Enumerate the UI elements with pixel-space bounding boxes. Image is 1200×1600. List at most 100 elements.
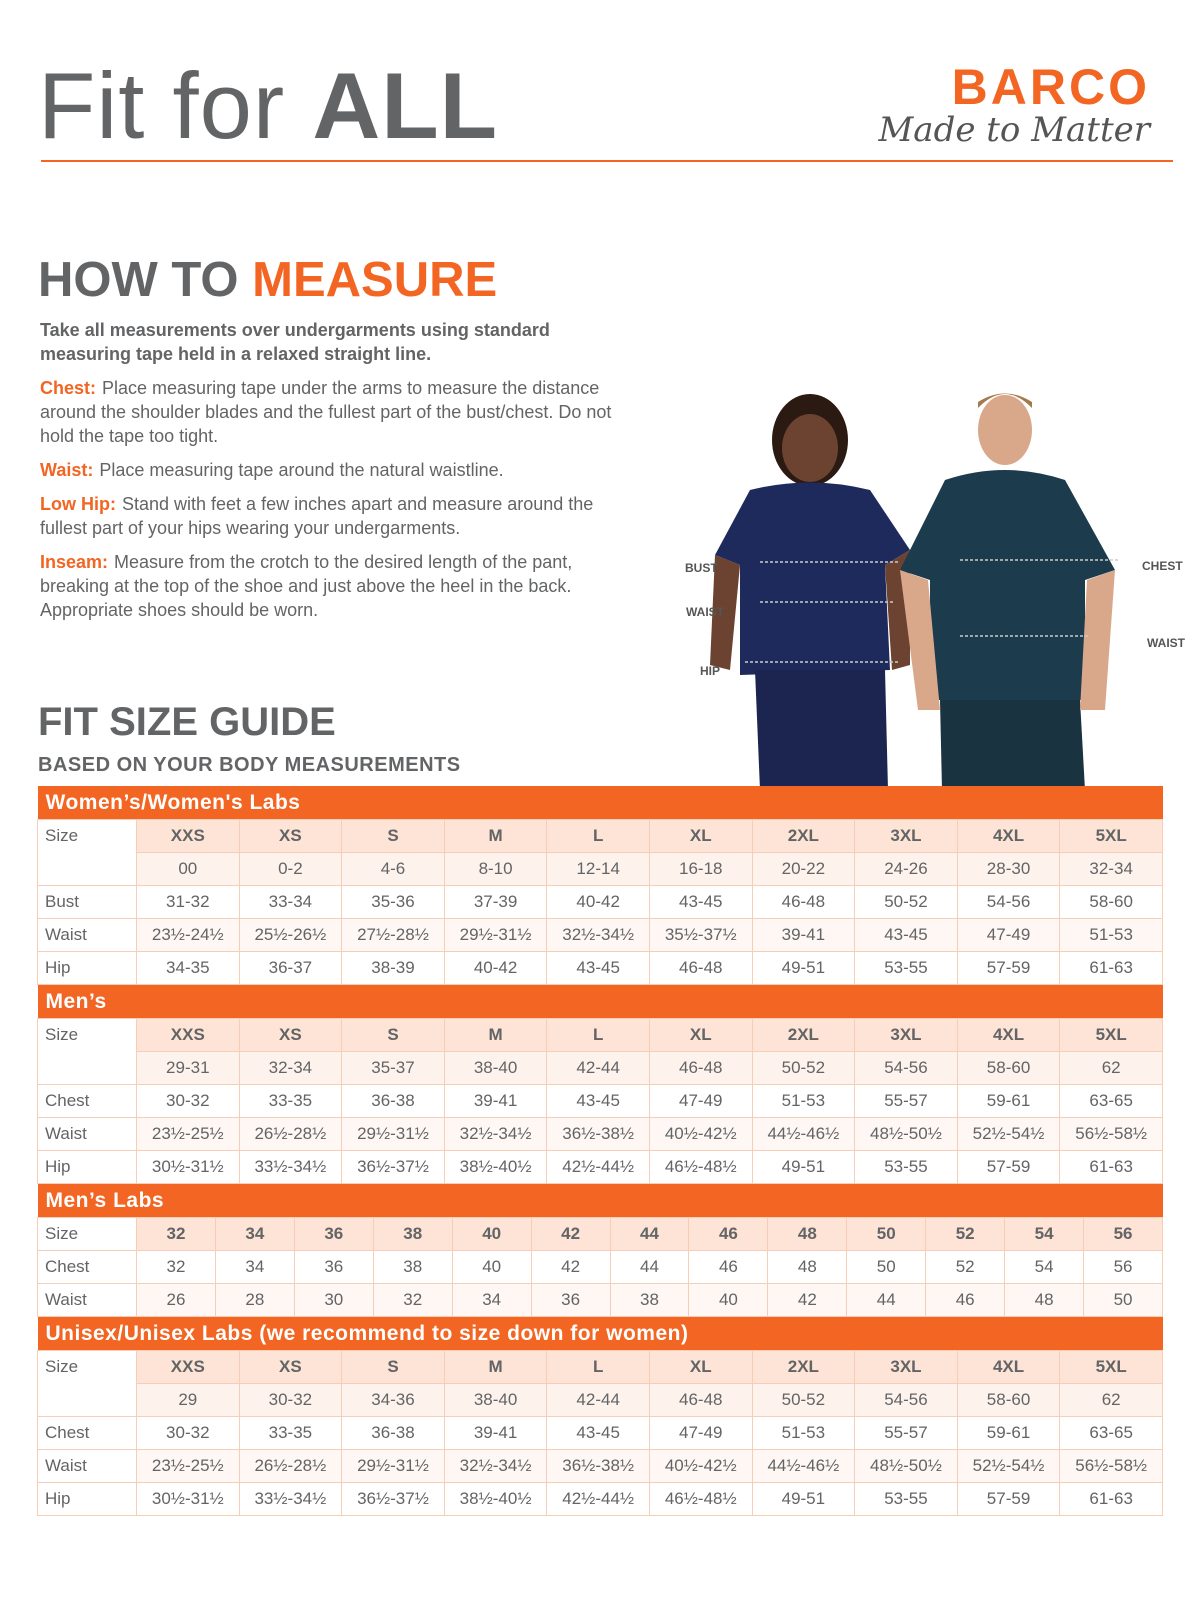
measure-cell: 36-37: [238, 951, 343, 985]
size-cell: S: [341, 1018, 445, 1052]
number-size-cell: 38-40: [443, 1051, 548, 1085]
measure-row: Waist 23½-25½ 26½-28½ 29½-31½ 32½-34½ 36½-38½…: [37, 1117, 1163, 1151]
number-size-cell: 12-14: [546, 852, 650, 886]
brand: BARCO Made to Matter: [878, 58, 1150, 150]
size-cell: 3XL: [854, 1350, 958, 1384]
hair: [978, 393, 1032, 408]
row-label: Hip: [37, 1150, 137, 1184]
section-title: Men’s Labs: [37, 1184, 1163, 1218]
arm: [710, 555, 740, 670]
measure-cell: 53-55: [854, 951, 958, 985]
size-cell: 38: [372, 1217, 453, 1251]
measure-row: Chest 32 34 36 38 40 42 44 46 48 50 52 54 56: [37, 1250, 1163, 1284]
number-size-cell: 24-26: [854, 852, 958, 886]
measure-cell: 46: [688, 1250, 769, 1284]
size-table: Men’s Size XXS XS S M L XL 2XL 3XL 4XL 5XL 29-31 32-3…: [37, 985, 1163, 1184]
number-size-cell: 28-30: [956, 852, 1061, 886]
number-size-cell: 62: [1059, 1051, 1163, 1085]
measure-cell: 46-48: [751, 885, 856, 919]
measure-cell: 30: [293, 1283, 374, 1317]
figure-label: WAIST: [1147, 636, 1186, 650]
number-size-cell: 46-48: [648, 1383, 753, 1417]
measure-cell: 39-41: [443, 1084, 548, 1118]
measure-cell: 43-45: [648, 885, 753, 919]
number-size-cell: 32-34: [1059, 852, 1163, 886]
measure-cell: 58-60: [1059, 885, 1163, 919]
section-title: Women’s/Women's Labs: [37, 786, 1163, 820]
measure-cell: 26: [136, 1283, 216, 1317]
measure-cell: 47-49: [648, 1416, 753, 1450]
measure-cell: 23½-24½: [136, 918, 240, 952]
measure-cell: 36½-37½: [341, 1482, 445, 1516]
size-cell: 34: [214, 1217, 295, 1251]
measure-cell: 56: [1083, 1250, 1163, 1284]
measure-cell: 61-63: [1059, 1482, 1163, 1516]
size-cell: XXS: [136, 1350, 240, 1384]
measure-cell: 40-42: [443, 951, 548, 985]
size-cell: 5XL: [1059, 1350, 1163, 1384]
measure-cell: 36-38: [341, 1416, 445, 1450]
measure-cell: 44: [846, 1283, 927, 1317]
number-size-cell: 42-44: [546, 1383, 650, 1417]
size-cell: 56: [1083, 1217, 1163, 1251]
measure-cell: 33½-34½: [238, 1150, 343, 1184]
arm: [1080, 570, 1115, 710]
size-cell: 40: [451, 1217, 532, 1251]
number-size-cell: 29-31: [136, 1051, 240, 1085]
man-top: [900, 470, 1115, 700]
measure-cell: 33½-34½: [238, 1482, 343, 1516]
number-size-row: 29-31 32-34 35-37 38-40 42-44 46-48 50-52 54-56…: [38, 1051, 1163, 1085]
size-cell: 36: [293, 1217, 374, 1251]
measure-cell: 49-51: [751, 1482, 856, 1516]
measure-cell: 36½-37½: [341, 1150, 445, 1184]
measure-cell: 32½-34½: [546, 918, 650, 952]
row-label: Bust: [37, 885, 137, 919]
measure-cell: 44½-46½: [751, 1449, 856, 1483]
size-cell: XS: [238, 819, 343, 853]
measure-cell: 23½-25½: [136, 1117, 240, 1151]
measure-cell: 30-32: [136, 1084, 240, 1118]
section-title: Men’s: [37, 985, 1163, 1019]
row-label: Chest: [37, 1084, 137, 1118]
size-cell: 4XL: [956, 819, 1061, 853]
size-cell: 42: [530, 1217, 611, 1251]
number-size-cell: 58-60: [956, 1051, 1061, 1085]
measure-cell: 57-59: [956, 1482, 1061, 1516]
number-size-cell: 62: [1059, 1383, 1163, 1417]
size-cell: XL: [648, 1018, 753, 1052]
measure-cell: 35½-37½: [648, 918, 753, 952]
number-size-cell: 16-18: [648, 852, 753, 886]
title-text: HOW TO: [38, 253, 239, 307]
size-row: Size XXS XS S M L XL 2XL 3XL 4XL 5XL: [37, 1018, 1163, 1085]
measure-cell: 42: [530, 1250, 611, 1284]
measure-cell: 36-38: [341, 1084, 445, 1118]
measure-cell: 46-48: [648, 951, 753, 985]
instruction-text: Place measuring tape around the natural …: [99, 460, 504, 480]
measure-cell: 50: [846, 1250, 927, 1284]
measure-row: Chest 30-32 33-35 36-38 39-41 43-45 47-49 51-53…: [37, 1084, 1163, 1118]
measure-cell: 39-41: [443, 1416, 548, 1450]
figure-label: HIP: [700, 664, 720, 678]
measure-cell: 40-42: [546, 885, 650, 919]
size-cell: 2XL: [751, 1350, 856, 1384]
section-header-row: Men’s Labs: [37, 1184, 1163, 1218]
measure-cell: 56½-58½: [1059, 1117, 1163, 1151]
measure-cell: 38½-40½: [443, 1482, 548, 1516]
number-size-row: 29 30-32 34-36 38-40 42-44 46-48 50-52 54-56 58-…: [38, 1383, 1163, 1417]
number-size-cell: 4-6: [341, 852, 445, 886]
size-cell: 5XL: [1059, 819, 1163, 853]
size-cell: XL: [648, 1350, 753, 1384]
measure-cell: 30-32: [136, 1416, 240, 1450]
man-pants: [940, 700, 1085, 790]
number-size-cell: 0-2: [238, 852, 343, 886]
measure-row: Bust 31-32 33-34 35-36 37-39 40-42 43-45 46-48 5…: [37, 885, 1163, 919]
size-cell: XXS: [136, 819, 240, 853]
instruction: Low Hip: Stand with feet a few inches apa…: [40, 492, 620, 540]
number-size-cell: 29: [136, 1383, 240, 1417]
measure-cell: 43-45: [546, 951, 650, 985]
size-cell: 4XL: [956, 1350, 1061, 1384]
measure-cell: 30½-31½: [136, 1482, 240, 1516]
number-size-cell: 58-60: [956, 1383, 1061, 1417]
number-size-cell: 20-22: [751, 852, 856, 886]
instruction-text: Stand with feet a few inches apart and m…: [40, 494, 594, 538]
